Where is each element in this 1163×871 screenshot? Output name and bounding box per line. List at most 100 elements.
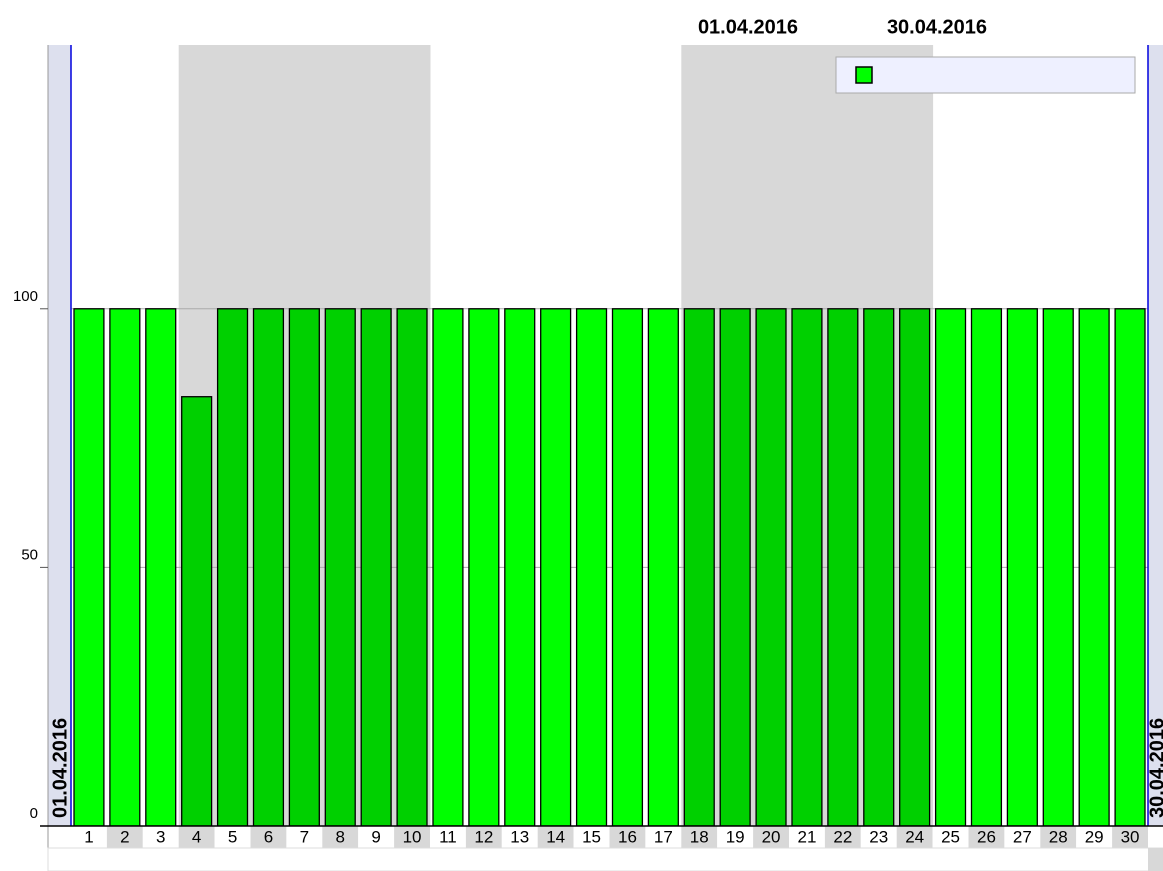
- x-tick-label: 17: [654, 827, 673, 846]
- x-tick-label: 23: [869, 827, 888, 846]
- x-tick-label: 11: [439, 827, 457, 846]
- x-tick-label: 8: [336, 827, 345, 846]
- bar: [288, 308, 320, 827]
- x-tick-label: 28: [1049, 827, 1068, 846]
- x-tick-label: 25: [941, 827, 960, 846]
- title-end: 30.04.2016: [887, 16, 987, 38]
- x-tick-label: 30: [1121, 827, 1140, 846]
- bar: [468, 308, 500, 827]
- x-tick-cell: [358, 826, 395, 848]
- x-tick-label: 12: [474, 827, 493, 846]
- legend: [835, 56, 1136, 94]
- bar: [216, 308, 249, 827]
- x-tick-cell: [645, 826, 682, 848]
- x-tick-label: 15: [582, 827, 601, 846]
- x-tick-label: 24: [905, 827, 924, 846]
- x-tick-cell: [394, 826, 430, 848]
- bar: [360, 308, 392, 827]
- x-tick-label: 16: [618, 827, 637, 846]
- x-tick-label: 18: [690, 827, 709, 846]
- y-tick-label: 100: [13, 288, 38, 305]
- bar: [575, 308, 608, 827]
- x-tick-cell: [286, 826, 323, 848]
- x-tick-cell: [430, 826, 466, 848]
- x-tick-cell: [860, 826, 897, 848]
- bar: [1042, 308, 1074, 827]
- x-tick-cell: [142, 826, 179, 848]
- x-tick-label: 1: [84, 827, 93, 846]
- bar: [934, 308, 967, 827]
- date-row: [47, 847, 1163, 871]
- x-tick-label: 27: [1013, 827, 1032, 846]
- bar: [504, 308, 536, 827]
- bar: [324, 308, 356, 827]
- bar: [396, 308, 428, 827]
- bar: [540, 308, 572, 827]
- bar: [73, 308, 105, 827]
- bar: [647, 308, 679, 827]
- x-tick-label: 10: [403, 827, 422, 846]
- x-tick-cell: [609, 826, 646, 848]
- range-start-label: 01.04.2016: [49, 718, 71, 818]
- y-tick-label: 0: [30, 805, 38, 822]
- x-tick-cell: [896, 826, 933, 848]
- x-tick-label: 3: [156, 827, 165, 846]
- bar: [109, 308, 141, 827]
- bar: [899, 308, 931, 827]
- x-tick-label: 5: [228, 827, 237, 846]
- bar: [719, 308, 751, 827]
- bar: [683, 308, 715, 827]
- x-tick-cell: [322, 826, 359, 848]
- x-tick-cell: [968, 826, 1005, 848]
- x-tick-label: 26: [977, 827, 996, 846]
- x-tick-cell: [106, 826, 143, 848]
- bar: [145, 308, 177, 827]
- x-tick-cell: [1004, 826, 1041, 848]
- x-tick-cell: [1040, 826, 1077, 848]
- x-tick-cell: [71, 826, 107, 848]
- x-tick-label: 4: [192, 827, 201, 846]
- x-tick-cell: [789, 826, 825, 848]
- bar: [181, 396, 213, 827]
- x-tick-cell: [537, 826, 574, 848]
- x-tick-cell: [1076, 826, 1113, 848]
- bar: [1114, 308, 1146, 827]
- date-row-end: [1148, 848, 1163, 871]
- x-tick-cell: [214, 826, 251, 848]
- x-tick-cell: [681, 826, 718, 848]
- x-tick-label: 7: [300, 827, 309, 846]
- x-tick-cell: [753, 826, 789, 848]
- x-tick-label: 29: [1085, 827, 1104, 846]
- x-tick-cell: [932, 826, 969, 848]
- bar: [970, 308, 1003, 827]
- bar: [432, 308, 464, 827]
- range-margin-left: [48, 45, 71, 826]
- x-tick-label: 6: [264, 827, 273, 846]
- x-tick-cell: [465, 826, 502, 848]
- x-tick-cell: [250, 826, 287, 848]
- x-tick-cell: [824, 826, 861, 848]
- bar: [252, 308, 285, 827]
- x-tick-cell: [573, 826, 610, 848]
- x-tick-label: 13: [510, 827, 529, 846]
- x-tick-label: 19: [726, 827, 745, 846]
- x-tick-label: 14: [546, 827, 565, 846]
- y-tick-label: 50: [21, 546, 38, 563]
- bar: [791, 308, 823, 827]
- x-tick-cell: [178, 826, 215, 848]
- x-tick-cell: [501, 826, 538, 848]
- x-tick-label: 21: [797, 827, 816, 846]
- x-tick-cell: [1112, 826, 1148, 848]
- bar: [755, 308, 787, 827]
- x-tick-label: 2: [120, 827, 129, 846]
- bar: [863, 308, 895, 827]
- x-tick-cell: [717, 826, 754, 848]
- legend-swatch: [855, 66, 873, 84]
- bar: [1078, 308, 1110, 827]
- range-end-label: 30.04.2016: [1146, 718, 1163, 818]
- bar: [827, 308, 859, 827]
- title-start: 01.04.2016: [698, 16, 798, 38]
- x-tick-label: 20: [762, 827, 781, 846]
- x-tick-label: 22: [833, 827, 852, 846]
